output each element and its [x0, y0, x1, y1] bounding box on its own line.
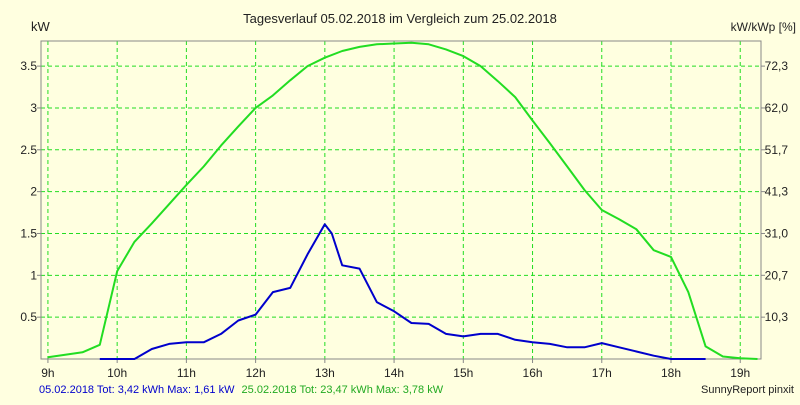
series2-summary: 25.02.2018 Tot: 23,47 kWh Max: 3,78 kW — [242, 384, 444, 396]
y-right-tick-label: 62,0 — [765, 101, 789, 115]
y-right-tick-label: 41,3 — [765, 185, 789, 199]
x-tick-label: 11h — [177, 366, 196, 380]
x-tick-label: 19h — [730, 366, 750, 380]
y-left-tick-label: 3 — [30, 101, 37, 115]
y-left-tick-label: 1.5 — [20, 226, 37, 240]
y-left-tick-label: 2 — [30, 185, 37, 199]
x-tick-label: 12h — [246, 366, 266, 380]
x-tick-label: 13h — [315, 366, 335, 380]
footer-summary: 05.02.2018 Tot: 3,42 kWh Max: 1,61 kW 25… — [39, 384, 444, 396]
y-right-tick-label: 72,3 — [765, 59, 789, 73]
y-left-tick-label: 2.5 — [20, 143, 37, 157]
plot-frame — [40, 40, 762, 360]
right-axis-unit: kW/kWp [%] — [731, 20, 796, 34]
y-right-tick-label: 20,7 — [765, 268, 789, 282]
x-axis: 9h 10h 11h 12h 13h 14h 15h 16h 17h 18h 19h — [41, 359, 750, 380]
chart-title: Tagesverlauf 05.02.2018 im Vergleich zum… — [243, 11, 557, 26]
series1-summary: 05.02.2018 Tot: 3,42 kWh Max: 1,61 kW — [39, 384, 235, 396]
x-tick-label: 10h — [107, 366, 127, 380]
x-tick-label: 9h — [41, 366, 54, 380]
x-tick-label: 16h — [523, 366, 543, 380]
y-axis-right: 10,3 20,7 31,0 41,3 51,7 62,0 72,3 — [761, 59, 788, 324]
x-tick-label: 17h — [592, 366, 612, 380]
y-left-tick-label: 0.5 — [20, 310, 37, 324]
series-lines — [47, 41, 758, 360]
y-left-tick-label: 1 — [30, 268, 37, 282]
y-right-tick-label: 51,7 — [765, 143, 789, 157]
series-line-2 — [47, 41, 758, 360]
x-tick-label: 18h — [661, 366, 681, 380]
x-tick-label: 15h — [453, 366, 473, 380]
y-axis-left: 0.5 1 1.5 2 2.5 3 3.5 — [20, 59, 41, 324]
y-right-tick-label: 31,0 — [765, 226, 789, 240]
grid-lines — [41, 41, 761, 359]
left-axis-unit: kW — [31, 19, 51, 34]
x-tick-label: 14h — [384, 366, 404, 380]
y-right-tick-label: 10,3 — [765, 310, 789, 324]
y-left-tick-label: 3.5 — [20, 59, 37, 73]
credit-label: SunnyReport pinxit — [701, 384, 794, 396]
series-line-1 — [99, 223, 706, 360]
